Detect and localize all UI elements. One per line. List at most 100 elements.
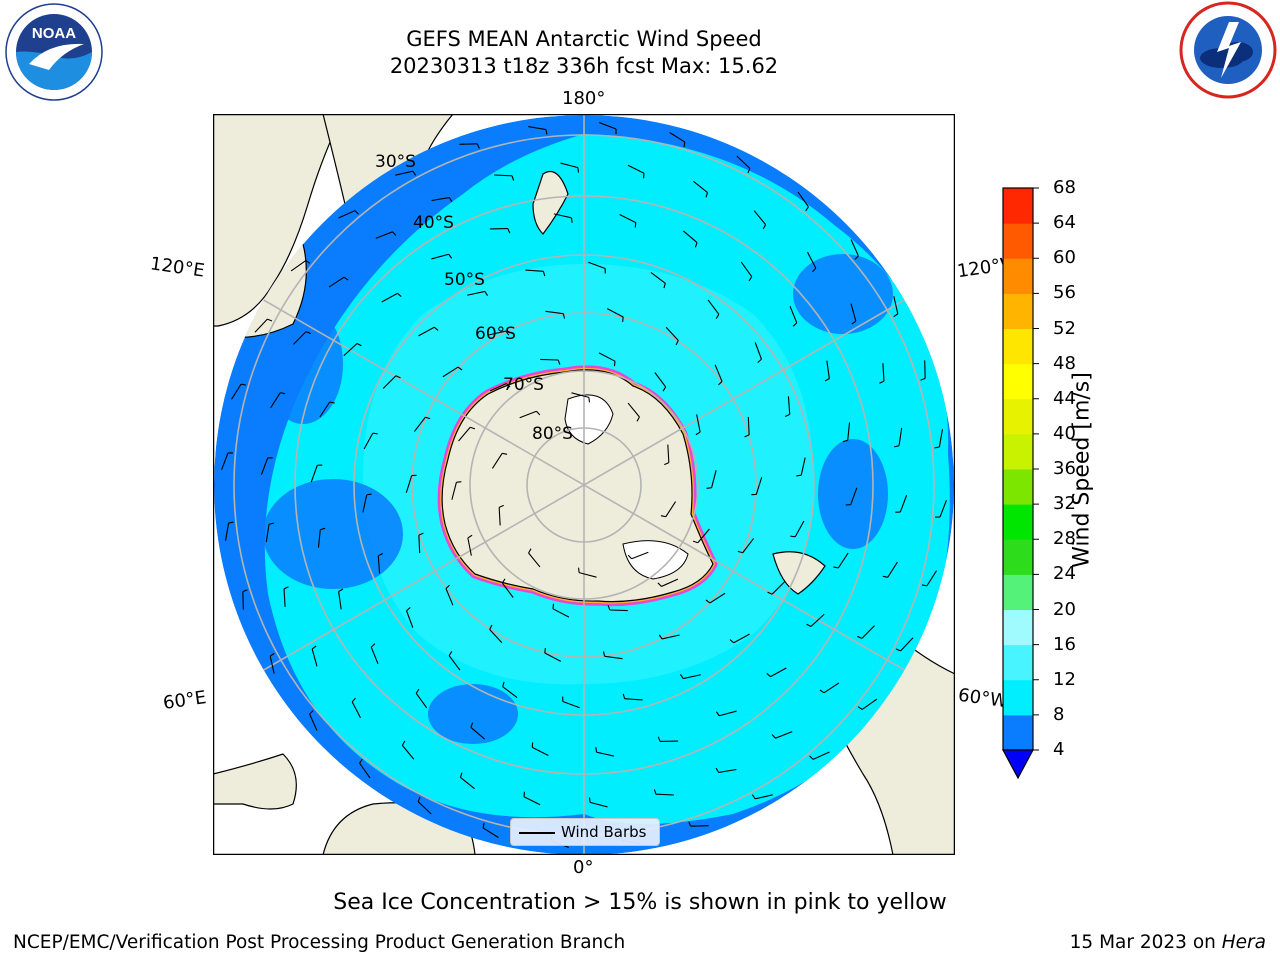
- noaa-logo: NOAA: [4, 2, 104, 102]
- wind-barb-31: [488, 330, 510, 336]
- wind-barb-27: [418, 532, 424, 554]
- colorbar: 4 8 12 16 20 24 28 32 36 40 44 48 52 56 60 64 68: [995, 177, 1125, 800]
- wind-barb-57: [790, 520, 805, 538]
- wind-barb-120: [254, 318, 273, 333]
- colorbar-segment-7: [1003, 469, 1033, 505]
- wind-barb-148: [242, 589, 248, 610]
- wind-barb-127: [669, 132, 686, 148]
- lat-label-40s: 40°S: [413, 213, 454, 233]
- colorbar-tick-52: 52: [1053, 317, 1076, 339]
- wind-barb-116: [351, 697, 362, 719]
- wind-barb-9: [660, 501, 677, 518]
- wind-barb-23: [657, 578, 679, 587]
- wind-barb-70: [431, 253, 453, 260]
- wind-barb-133: [934, 429, 943, 449]
- noaa-logo-graphic: NOAA: [5, 3, 103, 101]
- wind-barb-55: [784, 396, 791, 417]
- wind-barb-97: [560, 162, 580, 173]
- low-speed-patch-0: [263, 479, 403, 589]
- lat-label-80s: 80°S: [532, 424, 573, 444]
- wind-barb-119: [265, 522, 274, 543]
- wind-barb-96: [494, 174, 515, 181]
- wind-barb-14: [451, 481, 462, 500]
- colorbar-segment-8: [1003, 433, 1033, 470]
- wind-barb-100: [753, 210, 767, 230]
- wind-barb-114: [459, 772, 475, 790]
- lon-label-0: 0°: [573, 857, 594, 878]
- wind-barb-145: [359, 758, 371, 779]
- footer-host: Hera: [1221, 932, 1266, 953]
- wind-barb-4: [491, 452, 508, 469]
- wind-barb-33: [606, 308, 624, 322]
- wind-barb-56: [796, 457, 806, 477]
- wind-barb-150: [221, 452, 233, 470]
- wind-barb-68: [343, 343, 362, 357]
- wind-barb-64: [338, 588, 344, 610]
- colorbar-tick-32: 32: [1053, 493, 1076, 515]
- footer-date: 15 Mar 2023 on Hera: [1070, 932, 1266, 953]
- wind-barb-90: [260, 457, 273, 475]
- lon-label-120e: 120°E: [148, 253, 206, 282]
- wind-barb-24: [544, 648, 562, 662]
- nws-logo-graphic: [1179, 1, 1277, 99]
- colorbar-segment-1: [1003, 679, 1033, 716]
- wind-barb-82: [766, 667, 787, 678]
- lon-line-120: [214, 224, 954, 746]
- wind-barb-98: [627, 164, 645, 179]
- wind-barb-1: [578, 567, 597, 578]
- colorbar-tick-4: 4: [1053, 739, 1065, 760]
- colorbar-segment-0: [1003, 714, 1033, 751]
- ross-ice-shelf: [564, 394, 614, 445]
- wind-barb-73: [619, 214, 637, 228]
- wind-barb-17: [540, 358, 561, 365]
- wind-barb-131: [893, 296, 899, 318]
- lat-label-70s: 70°S: [503, 375, 544, 395]
- wind-barb-81: [806, 613, 825, 627]
- colorbar-segment-4: [1003, 574, 1033, 610]
- wind-barb-59: [729, 633, 750, 644]
- wind-barb-128: [736, 155, 751, 174]
- wind-barb-37: [751, 477, 763, 496]
- wind-barb-20: [695, 414, 701, 436]
- wind-barb-22: [692, 528, 710, 544]
- wind-barb-111: [653, 789, 674, 796]
- wind-barb-10: [607, 605, 628, 612]
- colorbar-tick-12: 12: [1053, 668, 1076, 690]
- low-speed-patch-1: [793, 254, 893, 334]
- wind-barb-75: [740, 261, 753, 282]
- wind-barb-104: [894, 427, 903, 448]
- land-mass-3: [213, 753, 297, 810]
- colorbar-segment-14: [1003, 223, 1033, 259]
- wind-barb-99: [693, 180, 709, 198]
- map-legend: Wind Barbs: [510, 818, 660, 846]
- wind-barb-140: [688, 821, 709, 827]
- inner-land-1: [532, 170, 569, 235]
- wind-barb-117: [311, 645, 318, 667]
- wind-barb-118: [283, 586, 289, 607]
- wind-barb-34: [665, 326, 679, 346]
- lat-label-50s: 50°S: [444, 270, 485, 290]
- wind-barb-60: [679, 674, 701, 680]
- wind-barb-106: [882, 561, 898, 578]
- wind-barb-139: [751, 794, 773, 800]
- wind-barb-89: [370, 643, 379, 665]
- low-speed-patch-4: [818, 439, 888, 549]
- wind-barb-122: [338, 210, 359, 219]
- polar-map-canvas: [212, 113, 956, 856]
- nws-logo: [1177, 0, 1279, 100]
- colorbar-segment-9: [1003, 398, 1033, 435]
- wind-barb-112: [588, 797, 608, 808]
- inner-land-2: [772, 551, 826, 595]
- wind-barb-63: [502, 681, 518, 698]
- wind-barb-2: [528, 548, 541, 568]
- wind-barb-93: [328, 276, 349, 288]
- colorbar-tick-8: 8: [1053, 703, 1065, 725]
- colorbar-tick-44: 44: [1053, 387, 1076, 409]
- colorbar-segment-6: [1003, 504, 1033, 540]
- wind-barb-65: [317, 527, 326, 548]
- wind-barb-44: [377, 553, 384, 574]
- wind-barb-95: [431, 196, 453, 203]
- wind-barb-61: [622, 693, 643, 701]
- footer-date-text: 15 Mar 2023 on: [1069, 932, 1222, 953]
- wind-barb-110: [715, 767, 737, 774]
